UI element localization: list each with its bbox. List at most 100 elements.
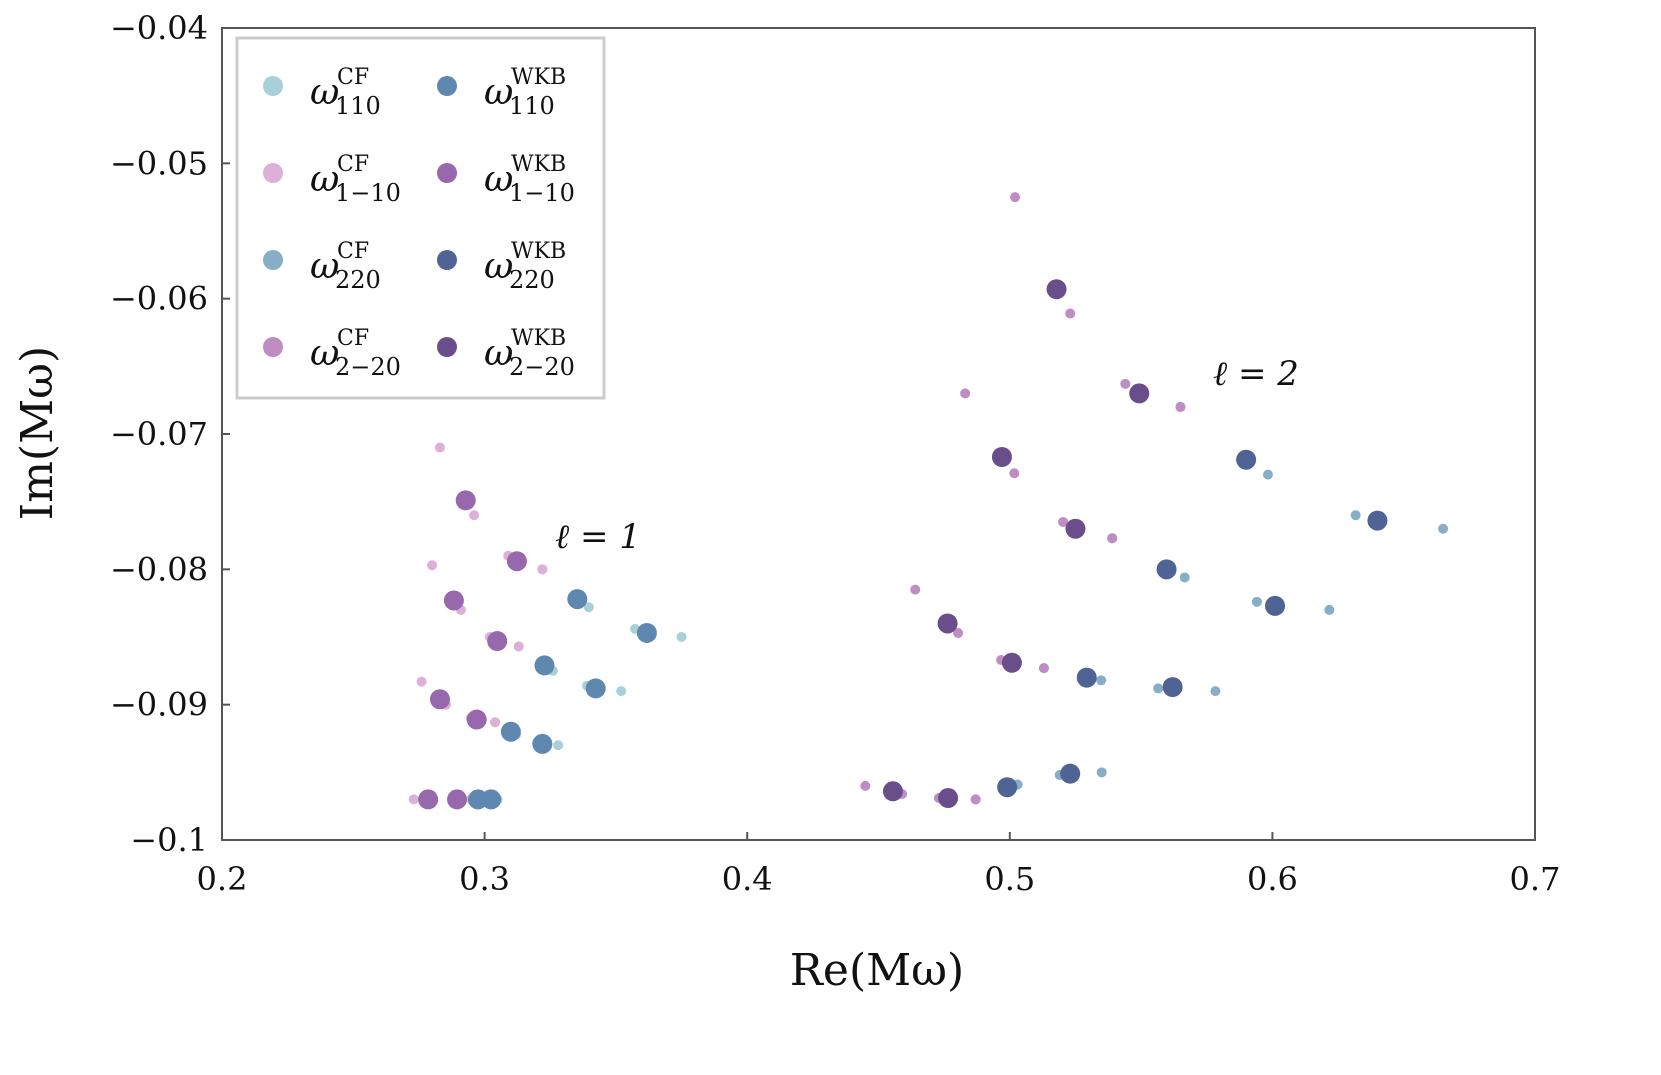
point: [429, 689, 450, 710]
point: [1001, 652, 1022, 673]
legend-name: ω: [484, 246, 513, 287]
point: [1262, 469, 1273, 480]
point: [481, 789, 502, 810]
legend-superscript: WKB: [511, 152, 566, 177]
point: [1175, 401, 1186, 412]
legend-name: ω: [310, 246, 339, 287]
point: [455, 490, 476, 511]
point: [1065, 308, 1076, 319]
point: [500, 721, 521, 742]
point: [938, 788, 959, 809]
annotation: ℓ = 2: [1213, 354, 1299, 394]
point: [1060, 763, 1081, 784]
legend-subscript: 110: [335, 92, 381, 120]
point: [616, 686, 627, 697]
point: [1096, 675, 1107, 686]
legend-name: ω: [484, 333, 513, 374]
y-tick-label: −0.04: [110, 9, 208, 47]
point: [416, 676, 427, 687]
legend-marker: [263, 337, 283, 357]
legend-name: ω: [310, 333, 339, 374]
point: [636, 622, 657, 643]
x-tick-label: 0.4: [722, 860, 773, 898]
point: [418, 789, 439, 810]
y-tick-label: −0.09: [110, 686, 208, 724]
point: [1324, 604, 1335, 615]
legend-subscript: 1−10: [335, 179, 401, 207]
point: [937, 613, 958, 634]
point: [860, 780, 871, 791]
point: [1010, 192, 1021, 203]
legend-subscript: 2−20: [509, 353, 575, 381]
point: [427, 560, 438, 571]
point: [1438, 523, 1449, 534]
legend-superscript: WKB: [511, 326, 566, 351]
point: [466, 709, 487, 730]
point: [567, 589, 588, 610]
legend-superscript: WKB: [511, 65, 566, 90]
point: [1120, 378, 1131, 389]
point: [1265, 595, 1286, 616]
point: [553, 740, 564, 751]
legend-marker: [437, 163, 457, 183]
x-tick-label: 0.6: [1247, 860, 1298, 898]
legend-name: ω: [484, 72, 513, 113]
legend-subscript: 2−20: [335, 353, 401, 381]
point: [910, 584, 921, 595]
point: [1350, 510, 1361, 521]
point: [1076, 667, 1097, 688]
legend-marker: [263, 163, 283, 183]
point: [469, 510, 480, 521]
legend-subscript: 110: [509, 92, 555, 120]
point: [537, 564, 548, 575]
point: [997, 777, 1018, 798]
point: [1153, 683, 1164, 694]
point: [1179, 572, 1190, 583]
point: [1251, 596, 1262, 607]
legend-box: [235, 36, 606, 400]
y-axis-label: Im(Mω): [12, 346, 63, 520]
point: [1096, 767, 1107, 778]
y-tick-label: −0.06: [110, 280, 208, 318]
legend-name: ω: [310, 159, 339, 200]
x-axis-label: Re(Mω): [790, 945, 964, 996]
point: [991, 447, 1012, 468]
point: [447, 789, 468, 810]
point: [1107, 533, 1118, 544]
x-tick-label: 0.5: [984, 860, 1035, 898]
point: [1065, 518, 1086, 539]
point: [583, 602, 594, 613]
y-tick-label: −0.07: [110, 415, 208, 453]
legend-subscript: 220: [335, 266, 381, 294]
legend-superscript: CF: [337, 326, 369, 351]
y-tick-label: −0.05: [110, 144, 208, 182]
legend-marker: [437, 250, 457, 270]
legend-marker: [437, 337, 457, 357]
x-tick-label: 0.2: [197, 860, 248, 898]
point: [882, 781, 903, 802]
legend-subscript: 220: [509, 266, 555, 294]
point: [434, 442, 445, 453]
legend-marker: [263, 250, 283, 270]
point: [1009, 468, 1020, 479]
point: [676, 632, 687, 642]
x-tick-label: 0.3: [459, 860, 510, 898]
point: [532, 733, 553, 754]
x-tick-label: 0.7: [1510, 860, 1561, 898]
legend-superscript: CF: [337, 65, 369, 90]
legend-superscript: CF: [337, 152, 369, 177]
point: [1156, 559, 1177, 580]
point: [1038, 663, 1049, 674]
point: [1236, 449, 1257, 470]
annotation: ℓ = 1: [555, 517, 641, 557]
point: [408, 794, 419, 805]
y-tick-label: −0.08: [110, 550, 208, 588]
point: [443, 590, 464, 611]
